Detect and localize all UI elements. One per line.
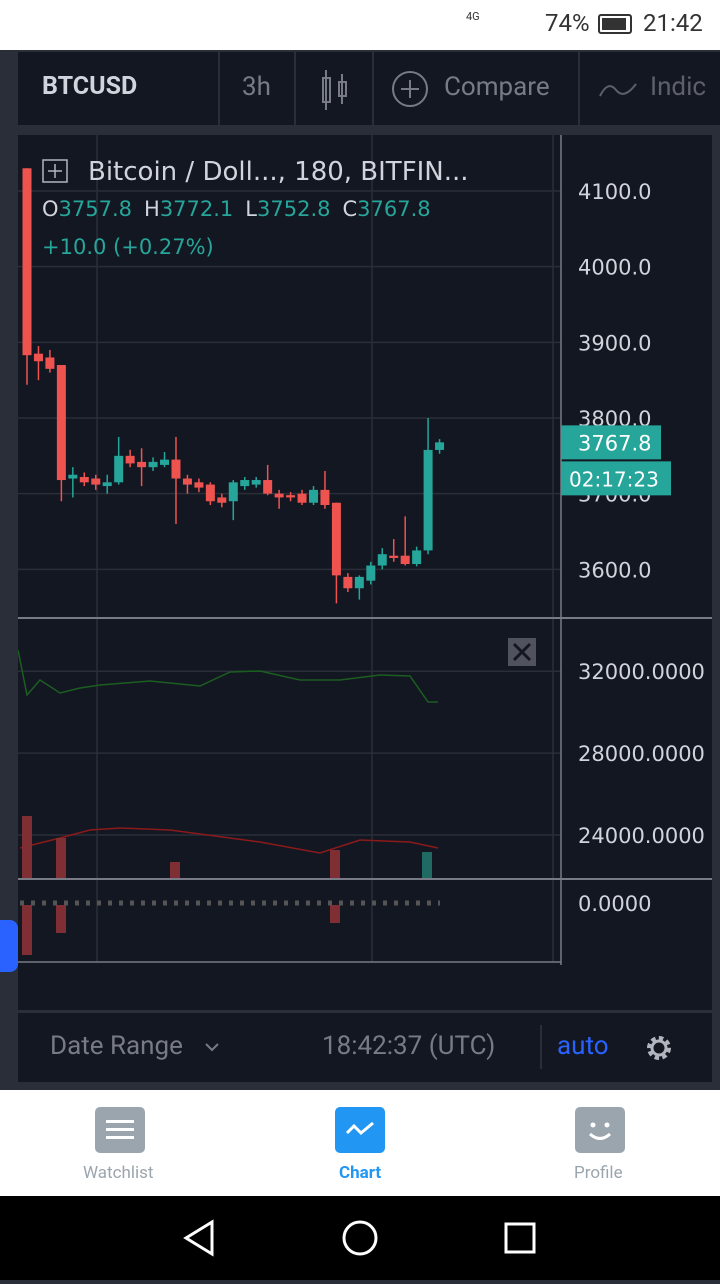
price-tag-label: 3767.8 (578, 431, 651, 455)
y-tick-label: 3900.0 (578, 331, 651, 355)
side-toggle[interactable] (0, 920, 18, 972)
candle-body (102, 482, 112, 487)
candle-body (320, 489, 330, 506)
candle-body (33, 353, 43, 362)
auto-scale[interactable]: auto (557, 1031, 609, 1061)
candle-body (331, 502, 341, 576)
candle-body (171, 459, 181, 479)
candle-body (45, 357, 55, 369)
y-tick-label: 28000.0000 (578, 742, 705, 766)
candle-body (217, 497, 227, 503)
y-tick-label: 4100.0 (578, 180, 651, 204)
legend-toggle[interactable] (42, 159, 68, 183)
utc-clock: 18:42:37 (UTC) (322, 1031, 496, 1061)
change: +10.0 (+0.27%) (42, 235, 214, 259)
candle-body (263, 480, 273, 494)
date-range[interactable]: Date Range (50, 1031, 183, 1061)
candle-body (366, 565, 376, 581)
ohlc: O3757.8 H3772.1 L3752.8 C3767.8 (42, 197, 431, 221)
candle-body (125, 455, 135, 464)
chart-icon[interactable] (335, 1107, 385, 1153)
battery: 74% (545, 9, 590, 37)
indicators: Indic (650, 72, 707, 102)
candle-body (137, 461, 147, 468)
network: 4G (466, 10, 480, 23)
status-bar: 4G 74% 21:42 (0, 0, 720, 50)
candle-body (251, 480, 261, 485)
y-tick-label: 3600.0 (578, 558, 651, 582)
candle-body (160, 459, 170, 465)
price-tag (561, 425, 661, 460)
candle-body (205, 484, 215, 502)
candle-body (297, 493, 307, 503)
separator (540, 1025, 542, 1069)
x-tick-label: 14 (358, 979, 386, 1003)
y-tick-label: 0.0000 (578, 892, 651, 916)
bottom-bar: Date Range 18:42:37 (UTC) auto (18, 1013, 712, 1082)
candle-body (91, 478, 101, 485)
compare: Compare (444, 72, 550, 102)
x-tick-label: 16 (540, 979, 565, 1003)
candle-body (274, 493, 284, 498)
candle-body (412, 550, 422, 565)
candle-body (22, 168, 32, 356)
chart-type-button[interactable] (296, 52, 372, 125)
countdown: 02:17:23 (569, 467, 659, 491)
interval-button[interactable]: 3h (220, 52, 294, 125)
candle-body (343, 576, 353, 589)
symbol: BTCUSD (42, 72, 138, 101)
y-tick-label: 32000.0000 (578, 660, 705, 684)
settings[interactable] (644, 1033, 674, 1063)
x-tick-label: 11 (84, 979, 109, 1003)
candle-body (423, 449, 433, 551)
chart-panel (18, 135, 712, 1010)
watchlist-icon[interactable] (95, 1107, 145, 1153)
symbol-button[interactable]: BTCUSD (18, 52, 218, 125)
candle-body (400, 555, 410, 565)
nav-bar: Watchlist Chart Profile (0, 1090, 720, 1196)
indicators-button[interactable]: Indic (580, 52, 720, 125)
candle-body (435, 442, 445, 450)
candle-body (56, 365, 66, 481)
candle-body (309, 489, 318, 503)
countdown-tag (561, 461, 671, 496)
watchlist-tab[interactable]: Watchlist (83, 1163, 154, 1183)
wave-icon (599, 83, 637, 97)
y-tick-label: 4000.0 (578, 256, 651, 280)
candle-body (240, 480, 250, 487)
candle-body (228, 482, 238, 502)
candle-body (389, 555, 399, 558)
candle-body (194, 482, 204, 488)
chart: Bitcoin / Doll..., 180, BITFIN... O3757.… (18, 135, 712, 1003)
interval: 3h (242, 72, 271, 102)
battery-icon (598, 14, 632, 34)
chart-tab[interactable]: Chart (339, 1163, 382, 1183)
candle-icon (322, 70, 347, 110)
plus-icon (392, 71, 428, 107)
y-tick-label: 24000.0000 (578, 824, 705, 848)
profile-tab[interactable]: Profile (574, 1163, 623, 1183)
candle-body (68, 474, 78, 479)
candle-body (377, 554, 387, 566)
profile-icon[interactable] (575, 1107, 625, 1153)
candle-body (79, 477, 89, 483)
candle-body (354, 576, 364, 589)
candle-body (114, 455, 124, 483)
chevron (205, 1043, 219, 1052)
candle-body (182, 478, 192, 485)
clock: 21:42 (643, 9, 703, 37)
system-nav (0, 1196, 720, 1280)
compare-button[interactable]: Compare (374, 52, 578, 125)
study-decor (18, 649, 440, 955)
legend-title: Bitcoin / Doll..., 180, BITFIN... (88, 157, 469, 187)
candle-body (286, 495, 296, 498)
close-study-button[interactable] (508, 638, 536, 666)
candle-body (148, 461, 158, 468)
